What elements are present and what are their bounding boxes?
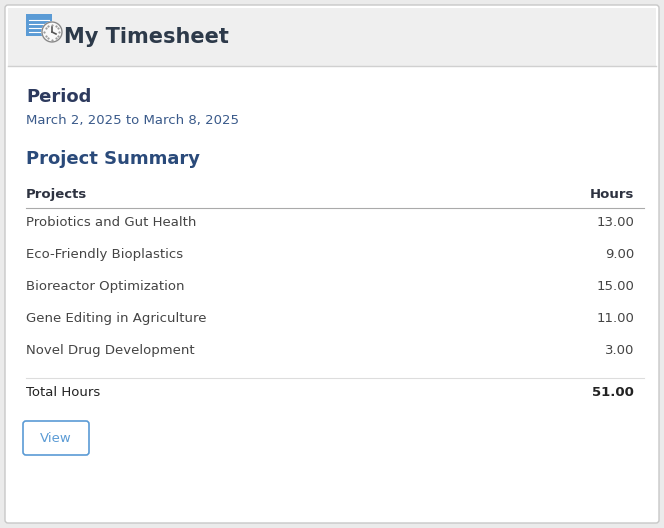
Text: Bioreactor Optimization: Bioreactor Optimization <box>26 280 185 293</box>
Text: Total Hours: Total Hours <box>26 386 100 399</box>
Circle shape <box>42 22 62 42</box>
Text: March 2, 2025 to March 8, 2025: March 2, 2025 to March 8, 2025 <box>26 114 239 127</box>
Text: Eco-Friendly Bioplastics: Eco-Friendly Bioplastics <box>26 248 183 261</box>
Text: 3.00: 3.00 <box>605 344 634 357</box>
Text: Period: Period <box>26 88 92 106</box>
Bar <box>8 8 656 66</box>
Text: Gene Editing in Agriculture: Gene Editing in Agriculture <box>26 312 207 325</box>
Text: 13.00: 13.00 <box>596 216 634 229</box>
Text: Project Summary: Project Summary <box>26 150 200 168</box>
Text: 15.00: 15.00 <box>596 280 634 293</box>
Text: 51.00: 51.00 <box>592 386 634 399</box>
Text: 11.00: 11.00 <box>596 312 634 325</box>
Text: Novel Drug Development: Novel Drug Development <box>26 344 195 357</box>
Text: Projects: Projects <box>26 188 87 201</box>
FancyBboxPatch shape <box>26 14 52 36</box>
Text: My Timesheet: My Timesheet <box>64 27 229 47</box>
Text: Hours: Hours <box>590 188 634 201</box>
FancyBboxPatch shape <box>23 421 89 455</box>
Text: 9.00: 9.00 <box>605 248 634 261</box>
Circle shape <box>44 24 60 41</box>
Text: Probiotics and Gut Health: Probiotics and Gut Health <box>26 216 197 229</box>
Text: View: View <box>40 431 72 445</box>
FancyBboxPatch shape <box>5 5 659 523</box>
